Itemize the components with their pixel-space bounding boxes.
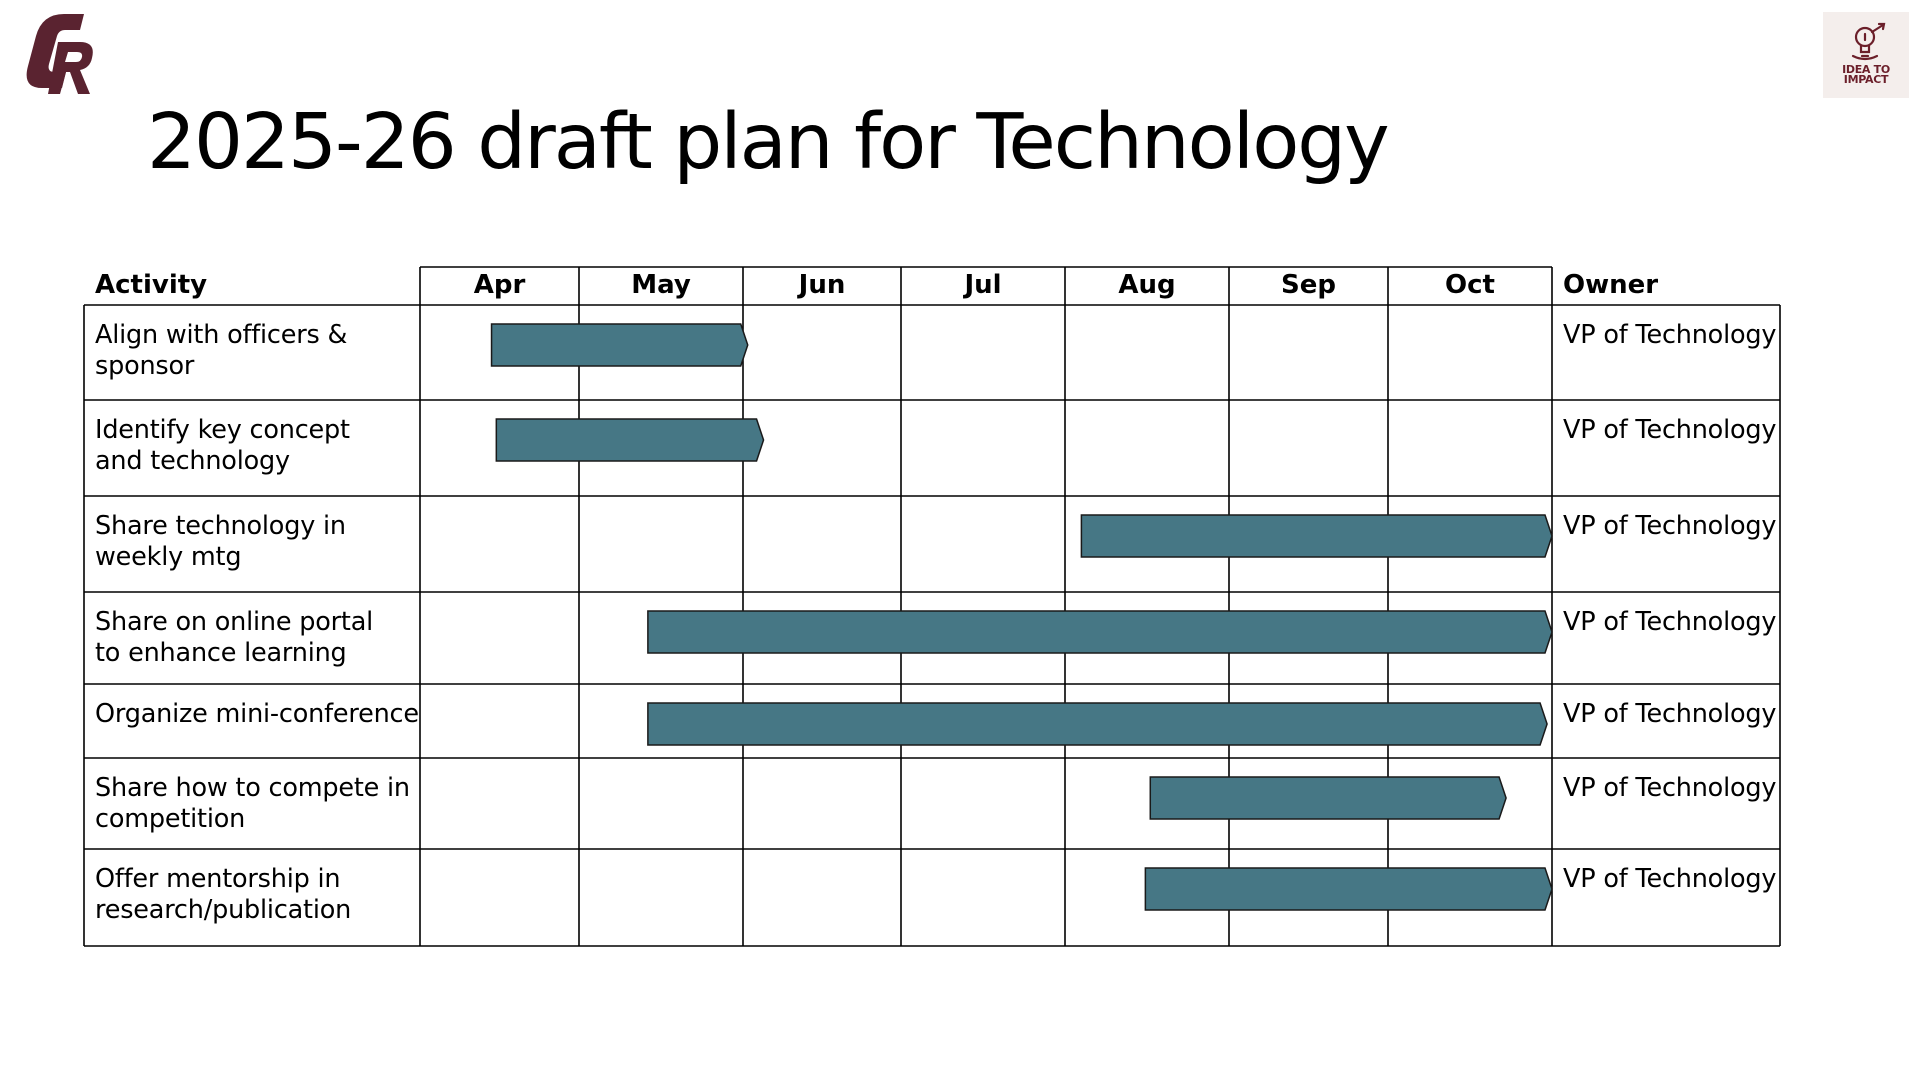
- owner-label: VP of Technology: [1563, 699, 1777, 729]
- owner-label: VP of Technology: [1563, 773, 1777, 803]
- gantt-bar: [647, 610, 1553, 654]
- logo: [24, 12, 94, 101]
- gantt-bar: [490, 323, 749, 367]
- idea-to-impact-badge: IDEA TO IMPACT: [1823, 12, 1909, 98]
- owner-label: VP of Technology: [1563, 864, 1777, 894]
- gantt-bar: [1080, 514, 1553, 558]
- owner-label: VP of Technology: [1563, 415, 1777, 445]
- activity-header: Activity: [95, 270, 208, 300]
- owner-label: VP of Technology: [1563, 511, 1777, 541]
- gantt-bar: [495, 418, 765, 462]
- activity-label: Share technology in weekly mtg: [95, 511, 346, 572]
- activity-label: Share on online portal to enhance learni…: [95, 607, 374, 668]
- owner-label: VP of Technology: [1563, 607, 1777, 637]
- month-header: Apr: [473, 270, 526, 300]
- month-header: Jun: [798, 270, 846, 300]
- logo-letter-c: [26, 14, 84, 88]
- activity-label: Identify key concept and technology: [95, 415, 350, 476]
- month-header: Oct: [1445, 270, 1495, 300]
- logo-letter-r: [48, 42, 93, 94]
- month-header: May: [631, 270, 691, 300]
- activity-label: Offer mentorship in research/publication: [95, 864, 352, 925]
- month-header: Aug: [1118, 270, 1176, 300]
- activity-label: Share how to compete in competition: [95, 773, 410, 834]
- gantt-bar: [647, 702, 1548, 746]
- month-header: Sep: [1281, 270, 1336, 300]
- month-header: Jul: [964, 270, 1002, 300]
- owner-header: Owner: [1563, 270, 1659, 300]
- badge-text: IDEA TO IMPACT: [1842, 63, 1890, 86]
- owner-label: VP of Technology: [1563, 320, 1777, 350]
- lightbulb-icon: [1851, 22, 1886, 61]
- activity-label: Align with officers & sponsor: [95, 320, 348, 381]
- activity-label: Organize mini-conference: [95, 699, 419, 729]
- gantt-bar: [1144, 867, 1553, 911]
- gantt-bar: [1149, 776, 1507, 820]
- page-title: 2025-26 draft plan for Technology: [147, 98, 1390, 187]
